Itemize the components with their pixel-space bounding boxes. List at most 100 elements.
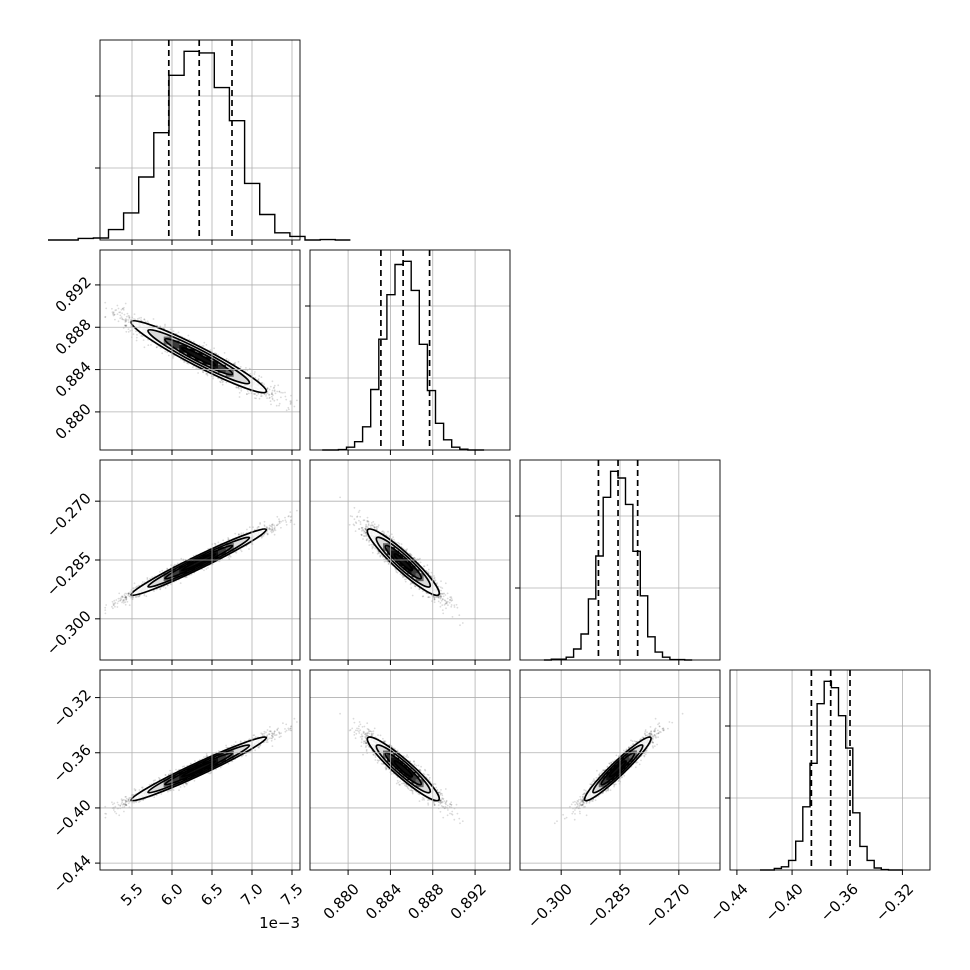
- scatter-point: [302, 405, 304, 407]
- scatter-point: [119, 311, 122, 314]
- scatter-point: [240, 389, 243, 392]
- scatter-point: [271, 389, 274, 392]
- scatter-point: [111, 307, 113, 310]
- scatter-point: [246, 393, 248, 395]
- scatter-point: [124, 302, 127, 305]
- scatter-point: [166, 567, 169, 570]
- scatter-point: [124, 319, 127, 322]
- scatter-point: [113, 313, 116, 316]
- scatter-point: [120, 316, 123, 318]
- scatter-point: [247, 392, 250, 395]
- scatter-point: [177, 331, 180, 334]
- scatter-point: [133, 318, 135, 320]
- scatter-point: [296, 509, 298, 512]
- scatter-point: [285, 523, 288, 526]
- scatter-point: [121, 312, 123, 315]
- scatter-point: [246, 369, 249, 372]
- scatter-point: [263, 520, 266, 523]
- scatter-point: [135, 586, 138, 589]
- scatter-point: [259, 523, 261, 525]
- scatter-point: [207, 567, 209, 569]
- scatter-point: [114, 605, 116, 608]
- scatter-point: [278, 520, 281, 522]
- scatter-point: [129, 329, 132, 332]
- scatter-point: [202, 345, 205, 347]
- scatter-point: [257, 526, 259, 528]
- scatter-point: [284, 391, 286, 394]
- scatter-point: [271, 524, 274, 527]
- scatter-point: [227, 556, 230, 558]
- scatter-point: [121, 601, 123, 604]
- scatter-point: [223, 352, 226, 354]
- scatter-point: [116, 304, 119, 307]
- scatter-point: [121, 595, 123, 597]
- scatter-point: [260, 395, 262, 397]
- scatter-point: [166, 584, 169, 587]
- density-block: [186, 348, 195, 357]
- scatter-point: [133, 313, 136, 316]
- scatter-point: [235, 551, 238, 554]
- scatter-point: [143, 594, 146, 597]
- scatter-point: [254, 393, 256, 395]
- scatter-point: [289, 402, 292, 404]
- scatter-point: [118, 592, 121, 595]
- scatter-point: [121, 317, 123, 320]
- scatter-point: [119, 317, 122, 320]
- scatter-point: [114, 318, 116, 321]
- scatter-point: [172, 357, 174, 359]
- scatter-point: [138, 594, 141, 597]
- contour-line: [147, 328, 251, 385]
- scatter-point: [164, 323, 166, 326]
- scatter-point: [159, 347, 162, 349]
- scatter-point: [218, 560, 221, 563]
- scatter-point: [117, 600, 120, 603]
- scatter-point: [238, 387, 240, 390]
- scatter-point: [186, 362, 189, 365]
- scatter-point: [221, 383, 224, 386]
- scatter-point: [128, 595, 131, 598]
- scatter-point: [278, 391, 281, 393]
- scatter-point: [269, 528, 271, 531]
- scatter-point: [278, 522, 281, 525]
- scatter-point: [147, 344, 150, 347]
- scatter-point: [258, 526, 260, 528]
- scatter-point: [269, 528, 272, 530]
- scatter-point: [248, 548, 250, 550]
- scatter-point: [127, 592, 130, 595]
- scatter-point: [240, 387, 243, 390]
- scatter-point: [126, 312, 129, 315]
- scatter-point: [276, 398, 279, 401]
- scatter-point: [260, 393, 263, 395]
- scatter-point: [271, 391, 273, 394]
- scatter-point: [240, 550, 243, 553]
- scatter-point: [271, 523, 274, 525]
- density-block: [179, 344, 188, 353]
- scatter-point: [190, 573, 193, 576]
- scatter-point: [140, 335, 143, 337]
- scatter-point: [164, 325, 166, 327]
- scatter-point: [123, 313, 126, 316]
- scatter-point: [114, 309, 117, 312]
- scatter-point: [206, 373, 209, 375]
- scatter-point: [137, 584, 140, 587]
- scatter-point: [271, 393, 273, 395]
- scatter-point: [285, 398, 288, 401]
- scatter-point: [150, 344, 152, 346]
- scatter-point: [246, 528, 248, 531]
- scatter-point: [117, 597, 120, 600]
- scatter-point: [228, 558, 231, 560]
- scatter-point: [104, 606, 107, 609]
- scatter-point: [252, 393, 255, 395]
- scatter-point: [263, 393, 266, 395]
- scatter-point: [269, 396, 271, 399]
- scatter-point: [159, 325, 162, 328]
- scatter-point: [124, 324, 126, 327]
- scatter-point: [125, 598, 128, 601]
- scatter-point: [275, 524, 278, 527]
- scatter-point: [249, 373, 252, 375]
- scatter-point: [170, 564, 173, 567]
- density-block: [210, 360, 219, 369]
- scatter-point: [275, 404, 278, 407]
- scatter-point: [121, 600, 124, 602]
- scatter-point: [266, 533, 269, 536]
